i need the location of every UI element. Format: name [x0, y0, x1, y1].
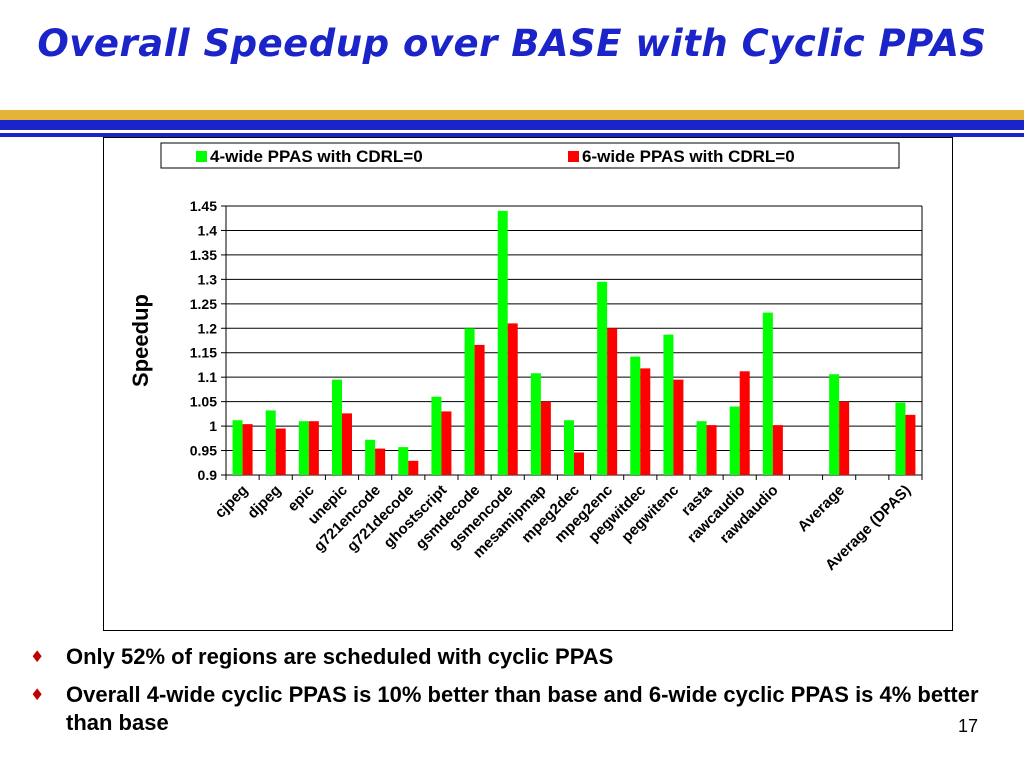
- bar-4wide: [232, 420, 243, 475]
- title-rule-thin: [0, 133, 1024, 137]
- bar-6wide: [308, 421, 319, 475]
- x-category-label: Average: [794, 482, 847, 535]
- slide-title: Overall Speedup over BASE with Cyclic PP…: [37, 22, 987, 65]
- title-rule-gold: [0, 110, 1024, 120]
- y-tick-label: 1.2: [198, 320, 218, 336]
- bar-6wide: [540, 401, 551, 475]
- bar-4wide: [265, 410, 276, 475]
- bar-4wide: [630, 356, 641, 475]
- bar-6wide: [375, 448, 386, 475]
- bar-6wide: [474, 344, 485, 475]
- y-tick-label: 1.4: [198, 222, 218, 238]
- bar-4wide: [696, 421, 707, 475]
- bar-6wide: [441, 411, 452, 475]
- bar-4wide: [895, 402, 906, 475]
- y-tick-label: 1.25: [190, 296, 217, 312]
- bar-6wide: [275, 428, 286, 475]
- bullet-text: Overall 4-wide cyclic PPAS is 10% better…: [66, 682, 979, 735]
- y-tick-label: 1.45: [190, 198, 217, 214]
- bar-4wide: [663, 334, 674, 475]
- legend-swatch: [196, 151, 207, 162]
- bar-6wide: [342, 413, 352, 475]
- bar-6wide: [905, 414, 916, 475]
- bar-6wide: [839, 401, 850, 475]
- x-category-label: cjpeg: [212, 482, 252, 522]
- bullet-list: ♦ Only 52% of regions are scheduled with…: [30, 643, 1010, 747]
- legend-label: 6-wide PPAS with CDRL=0: [582, 147, 795, 166]
- speedup-bar-chart: 0.9 0.95 1 1.05 1.1 1.15 1.2 1.25 1.3 1.35 1.4 1.45…: [128, 142, 923, 574]
- bar-4wide: [332, 379, 342, 475]
- y-tick-label: 1.15: [190, 345, 217, 361]
- bar-6wide: [507, 323, 518, 475]
- bar-6wide: [673, 379, 684, 475]
- bar-6wide: [739, 371, 750, 475]
- y-tick-label: 1: [209, 418, 217, 434]
- y-tick-label: 1.1: [198, 369, 218, 385]
- legend-box: [160, 142, 900, 169]
- bar-4wide: [298, 421, 309, 475]
- bar-4wide: [497, 210, 508, 475]
- x-category-label: djpeg: [244, 482, 284, 522]
- title-rule-blue: [0, 120, 1024, 130]
- diamond-bullet-icon: ♦: [30, 647, 45, 666]
- bar-6wide: [772, 425, 783, 475]
- bullet-item: ♦ Only 52% of regions are scheduled with…: [30, 643, 1010, 671]
- bar-6wide: [408, 460, 419, 475]
- bar-4wide: [431, 396, 442, 475]
- y-tick-label: 1.35: [190, 247, 217, 263]
- bar-6wide: [607, 328, 618, 475]
- bar-4wide: [729, 406, 740, 475]
- diamond-bullet-icon: ♦: [30, 685, 45, 704]
- bar-6wide: [574, 452, 584, 475]
- y-axis-title: Speedup: [128, 294, 153, 387]
- bar-4wide: [530, 373, 541, 475]
- bar-4wide: [365, 439, 376, 475]
- page-number: 17: [958, 716, 979, 736]
- bar-4wide: [464, 328, 475, 475]
- y-tick-label: 0.9: [198, 467, 218, 483]
- bar-4wide: [597, 281, 608, 475]
- y-tick-label: 1.05: [190, 394, 217, 410]
- bullet-item: ♦ Overall 4-wide cyclic PPAS is 10% bett…: [30, 681, 1010, 737]
- bar-4wide: [762, 312, 773, 475]
- bar-6wide: [640, 368, 651, 475]
- bullet-text: Only 52% of regions are scheduled with c…: [66, 644, 614, 669]
- bar-6wide: [242, 424, 253, 475]
- y-tick-label: 0.95: [190, 443, 217, 459]
- bar-4wide: [829, 374, 840, 475]
- bar-6wide: [706, 425, 717, 475]
- bar-4wide: [564, 420, 574, 475]
- bar-4wide: [398, 447, 409, 475]
- legend-swatch: [568, 151, 579, 162]
- legend-label: 4-wide PPAS with CDRL=0: [210, 147, 423, 166]
- y-tick-label: 1.3: [198, 271, 218, 287]
- chart-frame: 0.9 0.95 1 1.05 1.1 1.15 1.2 1.25 1.3 1.35 1.4 1.45…: [103, 137, 953, 631]
